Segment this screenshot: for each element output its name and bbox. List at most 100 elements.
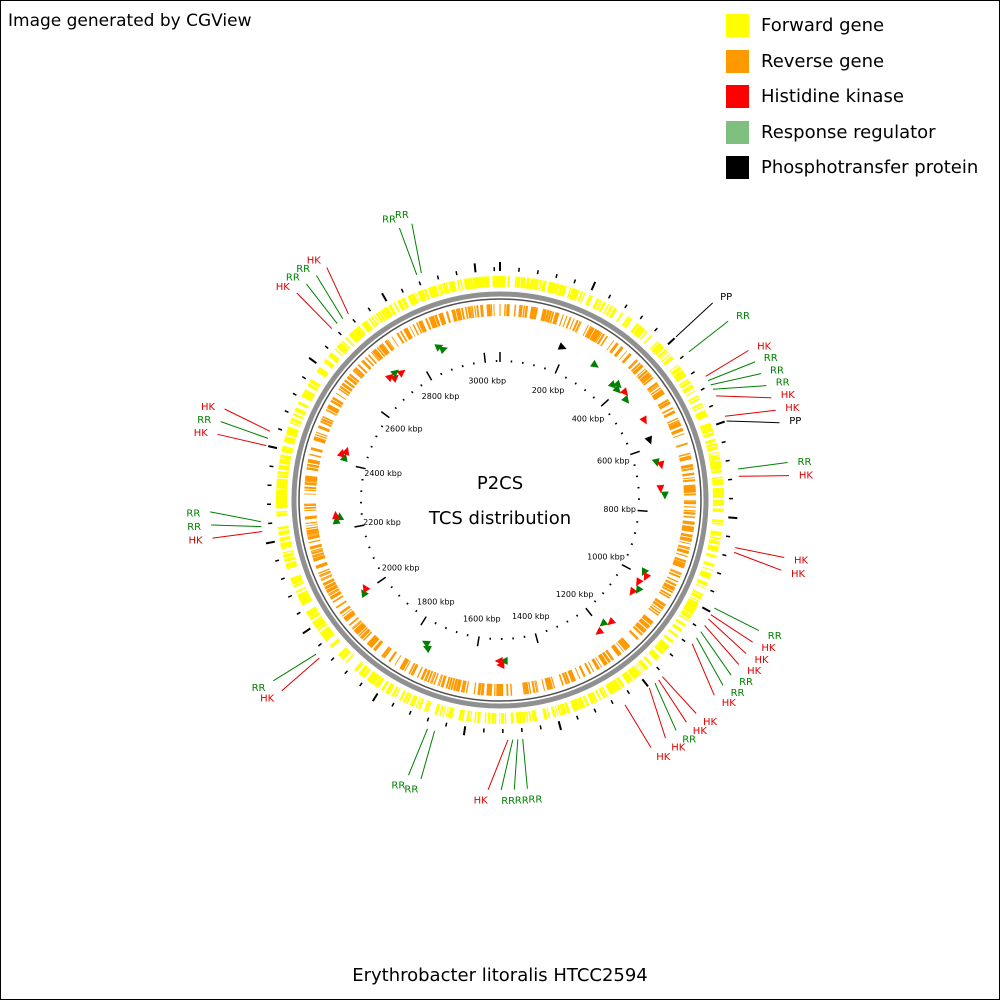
callout-line [487,739,509,790]
scale-tick [444,626,448,630]
forward-gene [282,549,294,554]
reverse-gene [319,570,331,577]
reverse-gene [456,679,462,692]
forward-gene [701,428,714,435]
reverse-gene [366,634,376,645]
hk-label: HK [194,428,209,439]
reverse-gene [636,368,646,378]
scale-tick [620,432,624,435]
forward-gene [307,383,319,391]
forward-gene [610,680,619,692]
callout-line [411,223,422,274]
reverse-gene [460,307,466,320]
forward-gene [709,536,721,540]
reverse-gene [639,371,650,382]
forward-gene [558,284,564,296]
reverse-gene [683,506,696,508]
reverse-gene [572,319,579,332]
reverse-gene [434,315,439,327]
rr-label: RR [776,378,790,389]
hk-label: HK [671,742,686,753]
reverse-gene [420,668,427,680]
forward-gene [348,333,358,344]
outer-tick [400,288,404,293]
forward-gene [331,640,341,649]
reverse-gene [486,683,489,696]
forward-gene [636,662,645,673]
reverse-gene [507,304,510,317]
forward-gene [705,552,718,558]
reverse-gene [636,621,647,632]
reverse-gene [506,683,509,696]
scale-tick [626,553,629,556]
reverse-gene [320,420,332,428]
reverse-gene [341,382,353,392]
outer-tick [292,392,297,396]
reverse-gene [619,639,629,649]
outer-tick [426,717,430,722]
forward-gene [551,706,557,718]
reverse-gene [659,402,671,410]
forward-gene [648,650,658,661]
reverse-gene [396,332,405,344]
reverse-gene [307,532,320,536]
rr-label: RR [382,215,396,226]
reverse-gene [668,421,680,427]
forward-gene [702,566,713,571]
forward-gene [675,618,687,628]
hk-label: HK [703,717,718,728]
forward-gene [341,340,351,350]
reverse-gene [316,563,328,570]
outer-tick [301,375,307,380]
scale-tick [585,607,593,617]
forward-gene [301,394,313,402]
legend-swatch [726,156,749,180]
reverse-gene [592,330,601,343]
reverse-gene [590,329,599,341]
reverse-gene [308,539,321,544]
reverse-gene [673,559,686,566]
forward-gene [450,707,455,719]
reverse-gene [420,320,427,332]
reverse-gene [653,392,665,401]
forward-gene [450,280,456,293]
reverse-gene [374,348,384,359]
forward-gene [623,317,633,329]
reverse-gene [617,640,627,651]
reverse-gene [338,388,349,397]
forward-gene [580,292,586,304]
reverse-gene [641,374,653,385]
reverse-gene [582,324,589,337]
outer-tick [324,345,329,350]
reverse-gene [666,576,679,583]
forward-gene [586,295,593,307]
forward-gene [363,668,372,679]
forward-gene [368,672,378,684]
reverse-gene [561,672,568,685]
reverse-gene [356,625,367,635]
reverse-gene [404,328,412,340]
forward-gene [338,343,348,353]
reverse-gene [329,590,342,599]
reverse-gene [423,669,430,682]
forward-gene [278,531,290,536]
forward-gene [696,413,708,420]
scale-label: 800 kbp [603,505,636,514]
forward-gene [284,557,296,563]
reverse-gene [591,330,600,342]
reverse-gene [323,579,335,587]
reverse-gene [628,631,638,641]
reverse-gene [666,417,679,424]
reverse-gene [312,554,325,560]
forward-gene [437,284,442,296]
rr-label: RR [731,688,745,699]
forward-gene [678,378,690,386]
forward-gene [414,292,421,304]
forward-gene [643,655,653,666]
pp-label: PP [789,416,801,427]
forward-gene [305,606,317,615]
reverse-gene [574,320,581,333]
forward-gene [317,623,328,632]
reverse-gene [558,314,564,327]
forward-gene [612,680,620,691]
